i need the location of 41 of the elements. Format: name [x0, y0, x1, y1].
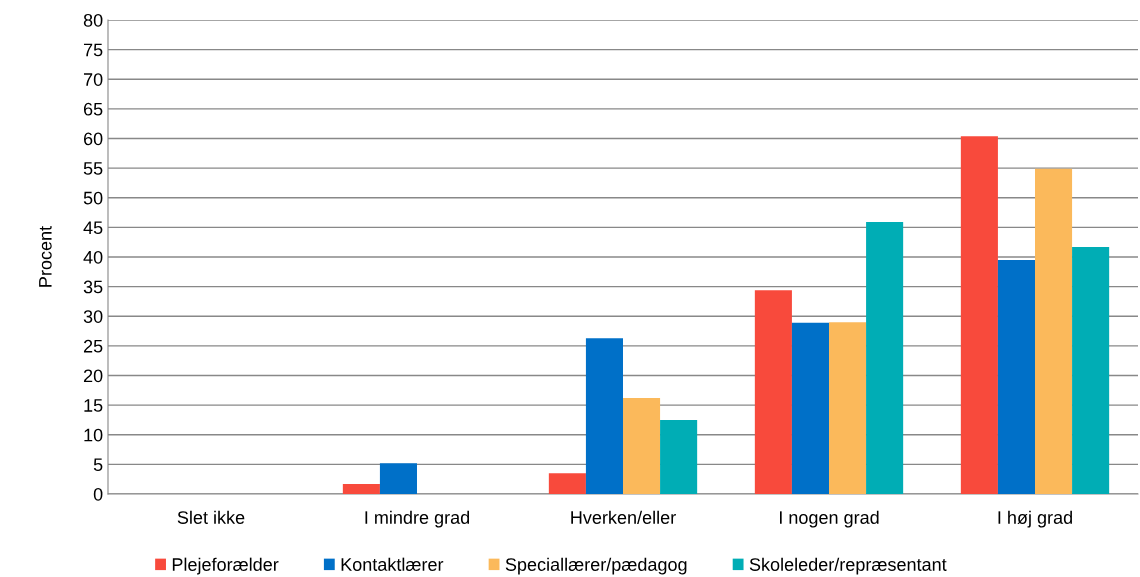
y-tick-label: 10: [84, 428, 103, 442]
y-tick-label: 35: [83, 280, 103, 294]
y-tick-label: 60: [83, 132, 103, 146]
x-tick-label: Hverken/eller: [571, 510, 676, 524]
y-tick-label: 75: [83, 43, 103, 57]
y-tick-label: 45: [83, 221, 103, 235]
y-tick-label: 30: [83, 310, 103, 323]
y-tick-label: 15: [84, 399, 103, 412]
y-tick-label: 70: [83, 73, 103, 86]
bar: [960, 136, 998, 494]
bar: [623, 398, 661, 494]
bar: [548, 473, 586, 494]
bar: [379, 463, 417, 494]
bar: [829, 322, 867, 494]
legend-label: Kontaktlærer: [341, 557, 444, 571]
y-tick-label: 5: [93, 458, 103, 472]
legend-label: Speciallærer/pædagog: [505, 557, 687, 575]
bar: [791, 322, 829, 494]
x-tick-label: Slet ikke: [177, 510, 245, 524]
bar: [1072, 246, 1110, 494]
bar: [997, 259, 1035, 494]
y-tick-label: 20: [83, 369, 103, 383]
y-tick-label: 80: [83, 13, 103, 27]
bar: [1035, 168, 1073, 494]
y-tick-label: 55: [83, 162, 103, 175]
y-tick-label: 25: [83, 339, 103, 353]
bar: [585, 338, 623, 494]
bar: [754, 290, 792, 494]
y-axis-title: Procent: [39, 226, 52, 287]
bar: [342, 483, 380, 494]
x-tick-label: I nogen grad: [779, 510, 879, 528]
y-tick-label: 65: [83, 102, 103, 116]
bar: [866, 222, 904, 494]
x-tick-label: I mindre grad: [365, 510, 470, 528]
x-tick-label: I høj grad: [998, 510, 1072, 528]
y-tick-label: 0: [93, 487, 103, 501]
bar: [660, 419, 698, 494]
legend-label: Skoleleder/repræsentant: [749, 557, 947, 575]
legend-label: Plejeforælder: [172, 557, 279, 575]
y-tick-label: 40: [83, 250, 103, 264]
y-tick-label: 50: [83, 191, 103, 205]
